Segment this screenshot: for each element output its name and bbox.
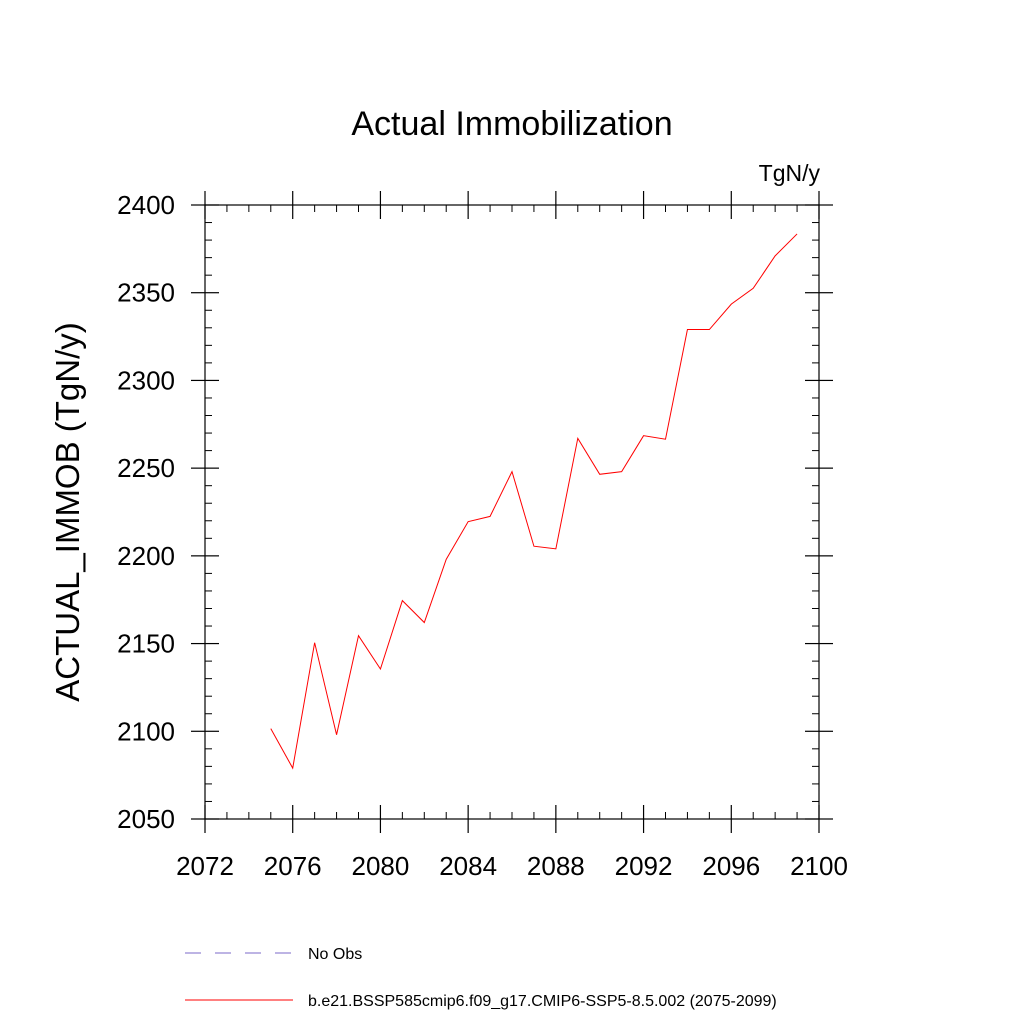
y-tick-label: 2300 <box>117 365 175 395</box>
plot-frame <box>204 204 820 820</box>
x-tick-label: 2088 <box>527 851 585 881</box>
series-line <box>270 233 798 770</box>
x-tick-label: 2096 <box>702 851 760 881</box>
x-tick-label: 2084 <box>439 851 497 881</box>
y-tick-label: 2150 <box>117 629 175 659</box>
x-tick-labels: 2072 2076 2080 2084 2088 2092 2096 2100 <box>176 851 848 881</box>
axis-ticks <box>191 191 833 833</box>
y-tick-label: 2350 <box>117 278 175 308</box>
y-axis-label: ACTUAL_IMMOB (TgN/y) <box>49 322 86 702</box>
legend-label-no-obs: No Obs <box>308 946 362 963</box>
legend: No Obs b.e21.BSSP585cmip6.f09_g17.CMIP6-… <box>185 946 777 1010</box>
x-tick-label: 2100 <box>790 851 848 881</box>
x-tick-label: 2072 <box>176 851 234 881</box>
units-label: TgN/y <box>759 160 821 186</box>
y-tick-label: 2400 <box>117 190 175 220</box>
y-tick-label: 2250 <box>117 453 175 483</box>
y-tick-labels: 2050 2100 2150 2200 2250 2300 2350 2400 <box>117 190 175 834</box>
y-tick-label: 2200 <box>117 541 175 571</box>
legend-label-model: b.e21.BSSP585cmip6.f09_g17.CMIP6-SSP5-8.… <box>308 993 777 1010</box>
series-group <box>270 233 798 770</box>
chart-title: Actual Immobilization <box>351 105 672 143</box>
y-tick-label: 2100 <box>117 716 175 746</box>
x-tick-label: 2080 <box>352 851 410 881</box>
x-tick-label: 2092 <box>615 851 673 881</box>
y-tick-label: 2050 <box>117 804 175 834</box>
x-tick-label: 2076 <box>264 851 322 881</box>
